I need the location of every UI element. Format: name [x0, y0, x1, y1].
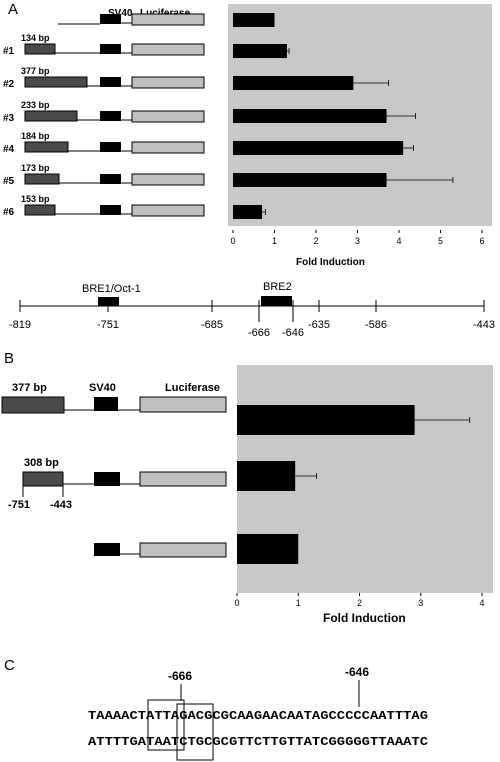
construct-id: #5 — [3, 176, 15, 187]
bar — [233, 76, 354, 90]
bar — [237, 534, 299, 564]
insert-box — [24, 110, 78, 122]
c-box-left — [147, 699, 185, 751]
b-luciferase-box — [139, 396, 227, 413]
luciferase-box — [131, 141, 205, 154]
luciferase-box — [131, 13, 205, 26]
sv40-box — [100, 111, 121, 121]
b-sv40-box — [94, 472, 120, 486]
c-pos-right: -646 — [345, 665, 369, 679]
map-position-label: -819 — [9, 319, 31, 331]
x-tick-label: 0 — [230, 236, 235, 246]
x-tick-label: 4 — [479, 598, 484, 608]
sv40-box — [100, 14, 121, 24]
x-tick-label: 5 — [438, 236, 443, 246]
c-box-right — [176, 703, 214, 761]
construct-size: 377 bp — [21, 66, 50, 76]
bar — [233, 44, 287, 58]
b-construct2-left: -751 — [8, 499, 30, 511]
construct-id: #2 — [3, 79, 15, 90]
panel-a-label: A — [8, 1, 18, 18]
b-luciferase-box — [139, 471, 227, 487]
panel-c-label: C — [4, 657, 15, 674]
x-tick-label: 1 — [296, 598, 301, 608]
bar — [233, 205, 263, 219]
map-ticks: -819 -751 -685 -666 -646 -635 -586 -443 — [9, 300, 495, 339]
x-tick-label: 0 — [234, 598, 239, 608]
construct-id: #6 — [3, 207, 15, 218]
bre1-label: BRE1/Oct-1 — [82, 283, 141, 295]
b-header-sv40: SV40 — [89, 382, 116, 394]
b-insert-377 — [1, 396, 65, 414]
construct-id: #3 — [3, 113, 15, 124]
luciferase-box — [131, 110, 205, 123]
b-construct2-size: 308 bp — [24, 457, 59, 469]
x-tick-label: 2 — [357, 598, 362, 608]
bar — [237, 405, 415, 435]
c-seq-bottom: ATTTTGATAATCTGCGCGTTCTTGTTATCGGGGGTTAAAT… — [88, 736, 428, 749]
x-tick-label: 1 — [272, 236, 277, 246]
construct-id: #4 — [3, 144, 15, 155]
chart-a-x-axis: 0 1 2 3 4 5 6 — [230, 230, 485, 246]
sv40-box — [100, 44, 121, 54]
bar — [237, 461, 296, 491]
insert-box — [24, 76, 88, 88]
bre2-label: BRE2 — [263, 281, 292, 293]
insert-box — [24, 43, 56, 55]
bar — [233, 13, 275, 27]
b-sv40-box — [94, 397, 118, 411]
b-insert-308 — [22, 471, 64, 487]
chart-b-bars — [237, 405, 471, 564]
c-pos-left: -666 — [168, 669, 192, 683]
chart-b-x-axis: 0 1 2 3 4 — [234, 593, 485, 608]
map-position-label: -751 — [97, 319, 119, 331]
construct-diagrams: #1 134 bp #2 377 bp #3 233 bp #4 184 bp #5 173 bp… — [3, 13, 205, 218]
b-sv40-box — [94, 543, 120, 556]
c-seq-top: TAAAACTATTAGACGCGCAAGAACAATAGCCCCCAATTTA… — [88, 710, 428, 723]
luciferase-box — [131, 43, 205, 56]
insert-box — [24, 204, 56, 216]
luciferase-box — [131, 76, 205, 89]
map-position-label: -646 — [282, 327, 304, 339]
construct-id: #1 — [3, 46, 15, 57]
chart-b-xlabel: Fold Induction — [323, 611, 406, 625]
construct-size: 233 bp — [21, 100, 50, 110]
sv40-box — [100, 205, 121, 215]
luciferase-box — [131, 173, 205, 186]
bre2-box — [261, 296, 292, 306]
map-position-label: -586 — [365, 319, 387, 331]
construct-size: 153 bp — [21, 194, 50, 204]
bar — [233, 109, 387, 123]
b-header-luciferase: Luciferase — [165, 382, 220, 394]
construct-size: 134 bp — [21, 33, 50, 43]
x-tick-label: 2 — [313, 236, 318, 246]
sv40-box — [100, 77, 121, 87]
map-position-label: -443 — [473, 319, 495, 331]
chart-a-bars — [233, 13, 454, 219]
sv40-box — [100, 174, 121, 184]
sv40-header: SV40 — [108, 8, 133, 19]
insert-box — [24, 173, 60, 185]
insert-box — [24, 141, 69, 153]
x-tick-label: 4 — [396, 236, 401, 246]
bar — [233, 141, 404, 155]
luciferase-box — [131, 204, 205, 217]
map-position-label: -666 — [248, 327, 270, 339]
b-header-size: 377 bp — [12, 382, 47, 394]
sv40-box — [100, 142, 121, 152]
bar — [233, 173, 387, 187]
b-construct2-right: -443 — [50, 499, 72, 511]
b-luciferase-box — [139, 542, 227, 558]
map-position-label: -685 — [201, 319, 223, 331]
construct-size: 173 bp — [21, 163, 50, 173]
x-tick-label: 6 — [479, 236, 484, 246]
x-tick-label: 3 — [355, 236, 360, 246]
chart-a-xlabel: Fold Induction — [296, 257, 365, 268]
construct-size: 184 bp — [21, 131, 50, 141]
x-tick-label: 3 — [418, 598, 423, 608]
map-position-label: -635 — [308, 319, 330, 331]
panel-b-label: B — [4, 350, 14, 367]
